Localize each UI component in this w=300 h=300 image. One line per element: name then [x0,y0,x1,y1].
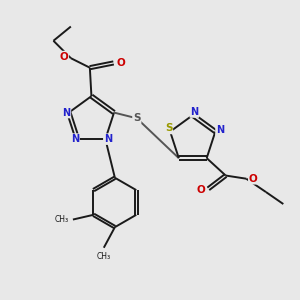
Text: CH₃: CH₃ [55,215,69,224]
Text: N: N [216,125,224,135]
Text: N: N [190,107,198,117]
Text: CH₃: CH₃ [97,251,111,260]
Text: S: S [133,113,141,123]
Text: S: S [165,123,172,134]
Text: N: N [71,134,79,144]
Text: O: O [59,52,68,61]
Text: N: N [104,134,112,144]
Text: N: N [62,108,70,118]
Text: O: O [249,174,258,184]
Text: O: O [116,58,125,68]
Text: O: O [197,185,206,195]
